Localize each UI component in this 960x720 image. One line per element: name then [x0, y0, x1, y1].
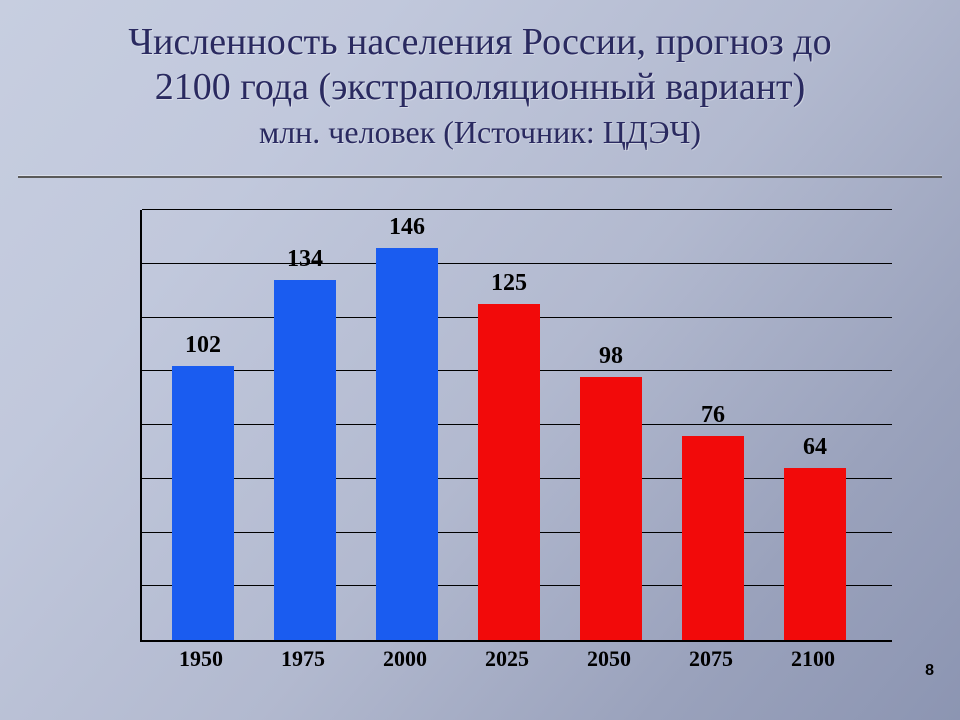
bar: 98 — [580, 377, 642, 640]
x-axis-label: 2050 — [564, 646, 654, 672]
x-axis-label: 1950 — [156, 646, 246, 672]
x-axis-label: 2000 — [360, 646, 450, 672]
slide: Численность населения России, прогноз до… — [0, 0, 960, 720]
bar-value-label: 102 — [163, 332, 243, 359]
bar-value-label: 146 — [367, 214, 447, 241]
title-underline — [18, 176, 942, 178]
bar-value-label: 98 — [571, 343, 651, 370]
x-axis-labels: 1950 1975 2000 2025 2050 2075 2100 — [140, 646, 890, 680]
bar-value-label: 76 — [673, 402, 753, 429]
page-number: 8 — [925, 662, 934, 680]
bar: 146 — [376, 248, 438, 640]
bar-value-label: 125 — [469, 270, 549, 297]
bar: 102 — [172, 366, 234, 640]
x-axis-label: 1975 — [258, 646, 348, 672]
x-axis-label: 2025 — [462, 646, 552, 672]
x-axis-label: 2075 — [666, 646, 756, 672]
bar: 64 — [784, 468, 846, 640]
subtitle: млн. человек (Источник: ЦДЭЧ) — [50, 112, 910, 154]
bar-value-label: 134 — [265, 246, 345, 273]
bar: 76 — [682, 436, 744, 640]
bar-value-label: 64 — [775, 434, 855, 461]
bar: 134 — [274, 280, 336, 640]
bar-chart: 102134146125987664 195019752000202520502… — [140, 210, 890, 680]
bar: 125 — [478, 304, 540, 640]
x-axis-label: 2100 — [768, 646, 858, 672]
title-line-2: 2100 года (экстраполяционный вариант) — [50, 65, 910, 110]
title-block: Численность населения России, прогноз до… — [50, 20, 910, 153]
title-line-1: Численность населения России, прогноз до — [50, 20, 910, 65]
plot-area: 102134146125987664 — [140, 210, 892, 642]
grid-line — [142, 263, 892, 264]
grid-line — [142, 209, 892, 210]
